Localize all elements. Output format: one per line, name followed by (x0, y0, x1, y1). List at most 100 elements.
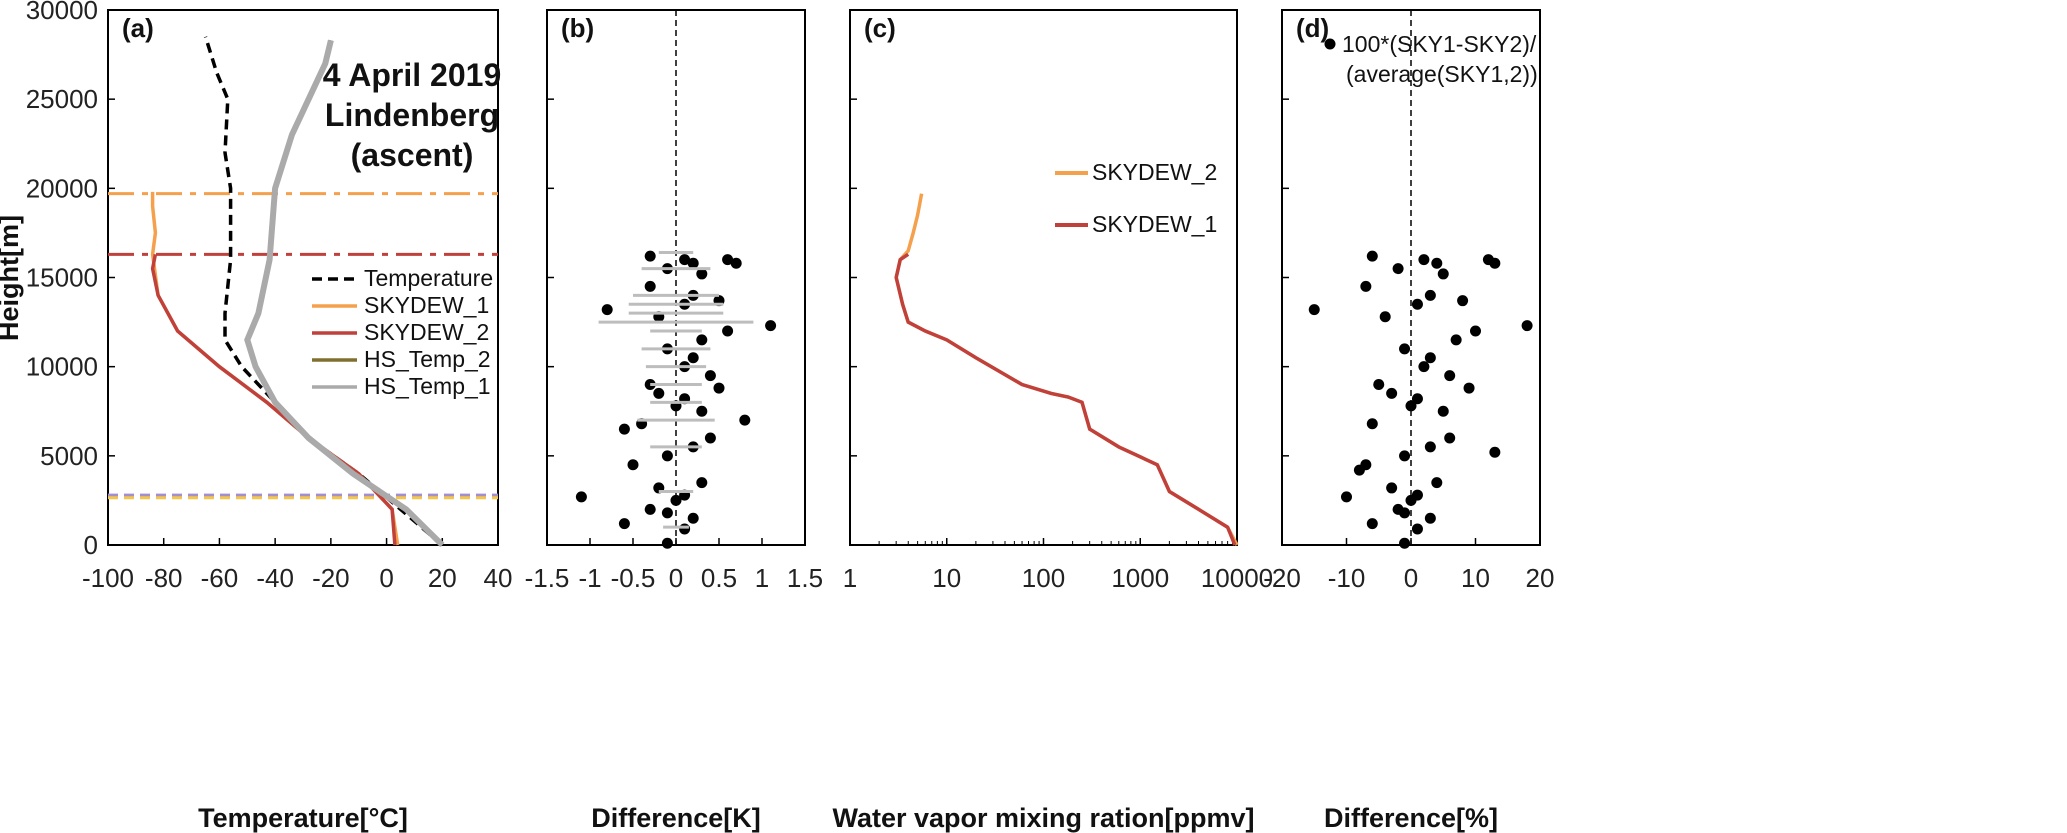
x-tick-label: 0 (1404, 563, 1418, 593)
data-point (1399, 343, 1411, 355)
x-tick-label: -100 (82, 563, 134, 593)
data-point (1341, 491, 1352, 503)
y-tick-label: 30000 (26, 0, 98, 25)
y-tick-label: 10000 (26, 352, 98, 382)
data-point (1399, 537, 1411, 549)
x-tick-label: 10000 (1201, 563, 1273, 593)
data-point (1418, 254, 1430, 266)
plot-frame (849, 9, 1238, 546)
x-tick-label: -20 (312, 563, 350, 593)
data-point (1431, 257, 1443, 269)
data-point (1489, 257, 1501, 269)
data-point (1366, 518, 1378, 530)
x-tick-label: -80 (145, 563, 183, 593)
data-point (696, 268, 708, 280)
data-point (653, 387, 665, 399)
legend-label: (average(SKY1,2)) (1346, 61, 1538, 87)
x-tick-label: 10 (932, 563, 961, 593)
data-point (618, 518, 630, 530)
data-point (687, 512, 699, 524)
y-tick-label: 20000 (26, 173, 98, 203)
panel-label: (c) (864, 13, 896, 43)
x-tick-label: 10 (1461, 563, 1490, 593)
y-tick-label: 0 (84, 530, 98, 560)
data-point (627, 459, 639, 471)
data-point (1437, 268, 1449, 280)
x-tick-label: 20 (428, 563, 457, 593)
data-point (739, 414, 751, 426)
y-tick-label: 15000 (26, 263, 98, 293)
legend-label: SKYDEW_2 (1092, 159, 1217, 185)
legend-label: SKYDEW_1 (364, 292, 489, 318)
data-point (1386, 482, 1398, 494)
data-point (1411, 523, 1423, 535)
panels: -100 -80 -60 -40 -20 0 20 400500010000150002000… (26, 0, 1555, 833)
data-point (1450, 334, 1462, 346)
data-point (670, 494, 682, 506)
legend-label: SKYDEW_2 (364, 319, 489, 345)
data-point (1360, 280, 1372, 292)
legend-label: SKYDEW_1 (1092, 211, 1217, 237)
data-point (1308, 304, 1320, 316)
data-point (1444, 432, 1456, 444)
data-point (1424, 512, 1436, 524)
data-point (1386, 387, 1398, 399)
legend-label: Temperature (364, 265, 493, 291)
x-tick-label: 40 (484, 563, 513, 593)
x-tick-label: -0.5 (611, 563, 656, 593)
x-tick-label: 1 (755, 563, 769, 593)
x-tick-label: 0 (379, 563, 393, 593)
data-point (1418, 361, 1430, 373)
data-point (1470, 325, 1481, 337)
x-tick-label: 1000 (1111, 563, 1169, 593)
data-point (679, 523, 691, 535)
x-tick-label: -1 (578, 563, 601, 593)
data-point (1373, 379, 1385, 390)
data-point (1437, 405, 1449, 417)
data-point (722, 325, 734, 337)
x-tick-label: -60 (201, 563, 239, 593)
data-point (661, 507, 673, 519)
data-point (1463, 382, 1475, 394)
data-point (687, 257, 699, 269)
data-point (696, 334, 708, 346)
data-point (1457, 295, 1469, 307)
panel-b: -1.5 -1 -0.5 0 0.5 1 1.5 Difference[K] (b) (525, 9, 823, 833)
series-line-skydew-1 (894, 252, 1237, 546)
data-point (1521, 320, 1533, 332)
data-point (1431, 477, 1443, 489)
data-point (1405, 400, 1417, 412)
data-point (1399, 450, 1411, 462)
legend-label: 100*(SKY1-SKY2)/ (1342, 31, 1537, 57)
data-point (1424, 352, 1436, 364)
data-point (704, 370, 716, 382)
x-tick-label: 100 (1022, 563, 1065, 593)
panel-c: 1 10 100 1000 10000 Water vapor mixing ration… (832, 9, 1273, 833)
data-point (1405, 494, 1417, 506)
data-point (1411, 393, 1423, 405)
data-point (730, 257, 742, 269)
data-point (601, 304, 613, 316)
x-tick-label: 0 (669, 563, 683, 593)
data-point (1366, 250, 1378, 262)
x-axis-label: Difference[K] (591, 803, 761, 833)
data-point (1366, 418, 1378, 430)
data-point (722, 254, 734, 266)
data-point (1379, 311, 1391, 323)
x-tick-label: 20 (1526, 563, 1555, 593)
panel-label: (b) (561, 13, 594, 43)
data-point (713, 382, 725, 394)
y-tick-label: 25000 (26, 84, 98, 114)
legend-marker (1324, 38, 1336, 50)
data-point (765, 320, 777, 332)
x-tick-label: 1 (843, 563, 857, 593)
y-tick-label: 5000 (40, 441, 98, 471)
data-point (696, 477, 708, 489)
data-point (1399, 507, 1411, 519)
panel-d: -20 -10 0 10 20 Difference[%] (d) 100*(SKY1-SKY… (1263, 9, 1555, 833)
y-axis-label: Height[m] (0, 215, 24, 341)
data-point (696, 405, 708, 417)
data-point (687, 352, 699, 364)
series-line-hs-temp-1 (244, 39, 445, 548)
